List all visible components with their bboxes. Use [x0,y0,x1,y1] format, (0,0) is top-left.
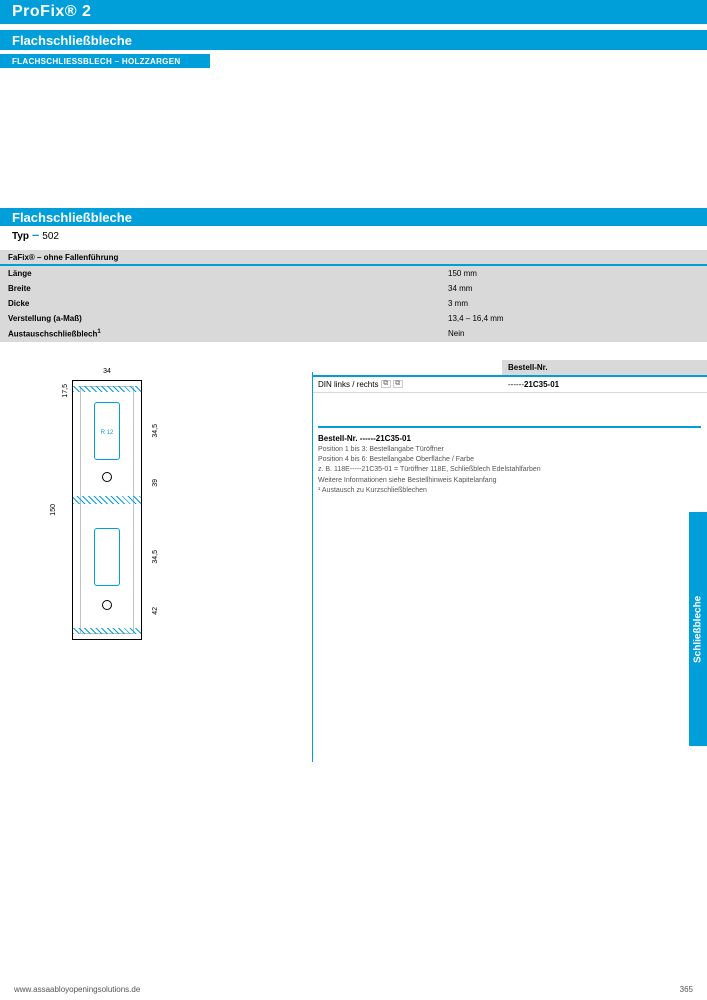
legend-line: Position 1 bis 3: Bestellangabe Türöffne… [318,446,701,454]
legend-block: Bestell-Nr. ------21C35-01 Position 1 bi… [312,423,707,500]
dim-slot4: 42 [150,607,161,615]
typ-separator: – [32,230,39,240]
order-right: Bestell-Nr. DIN links / rechts ⧉ ⧉ -----… [312,360,707,640]
spec-val: 34 mm [440,281,707,296]
product-section: Flachschließbleche Typ – 502 FaFix® – oh… [0,208,707,640]
footer-url: www.assaabloyopeningsolutions.de [14,985,140,994]
spec-key: Breite [0,281,440,296]
spec-table: FaFix® – ohne Fallenführung Länge150 mm … [0,250,707,342]
dim-slot2: 39 [150,479,161,487]
section-bar: Flachschließbleche [0,208,707,226]
page-title-bar: ProFix® 2 [0,0,707,24]
order-data-row: DIN links / rechts ⧉ ⧉ ------21C35-01 [312,377,707,393]
side-tab-label: Schließbleche [693,595,704,662]
spec-key: Verstellung (a-Maß) [0,311,440,326]
spec-header: FaFix® – ohne Fallenführung [0,250,707,265]
typ-row: Typ – 502 [0,226,707,244]
spec-val: Nein [440,326,707,342]
order-hdr-label: Bestell-Nr. [502,360,707,375]
subsection-row: FLACHSCHLIESSBLECH – HOLZZARGEN [0,54,707,68]
order-hdr-blank [312,360,502,375]
typ-value: 502 [42,231,59,242]
spec-key: Austauschschließblech1 [0,326,440,342]
page-subtitle-bar: Flachschließbleche [0,30,707,50]
spec-key: Dicke [0,296,440,311]
dim-height: 150 [48,504,59,516]
subsection-label: FLACHSCHLIESSBLECH – HOLZZARGEN [0,54,210,68]
diagram-area: 34 150 34,5 39 34,5 42 17,5 [0,360,312,640]
section-bar-title: Flachschließbleche [12,210,132,225]
page-subtitle: Flachschließbleche [12,33,132,48]
vertical-divider [312,372,313,762]
order-block: 34 150 34,5 39 34,5 42 17,5 [0,360,707,640]
dim-radius: R 12 [94,430,120,436]
spec-val: 13,4 – 16,4 mm [440,311,707,326]
dim-slot3: 34,5 [150,550,161,564]
typ-label: Typ [12,231,29,242]
legend-title: Bestell-Nr. ------21C35-01 [318,434,701,443]
side-tab: Schließbleche [689,512,707,746]
dim-off-top: 17,5 [60,384,71,398]
legend-line: Position 4 bis 6: Bestellangabe Oberfläc… [318,456,701,464]
legend-line: Weitere Informationen siehe Bestellhinwe… [318,477,701,485]
din-left-icon: ⧉ [381,380,391,388]
din-right-icon: ⧉ [393,380,403,388]
spec-val: 150 mm [440,265,707,281]
spec-val: 3 mm [440,296,707,311]
din-icons: ⧉ ⧉ [381,380,403,389]
legend-rule [318,426,701,428]
page-title: ProFix® 2 [12,3,91,21]
footer-page-number: 365 [680,985,693,994]
dim-width: 34 [72,368,142,375]
spec-key: Länge [0,265,440,281]
page-footer: www.assaabloyopeningsolutions.de 365 [0,985,707,994]
order-row-value: ------21C35-01 [502,377,707,392]
technical-diagram: 34 150 34,5 39 34,5 42 17,5 [12,380,192,640]
legend-line: ¹ Austausch zu Kurzschließblechen [318,487,701,495]
legend-line: z. B. 118E-----21C35-01 = Türöffner 118E… [318,466,701,474]
order-header-row: Bestell-Nr. [312,360,707,377]
order-row-label: DIN links / rechts ⧉ ⧉ [312,377,502,392]
dim-slot1: 34,5 [150,424,161,438]
